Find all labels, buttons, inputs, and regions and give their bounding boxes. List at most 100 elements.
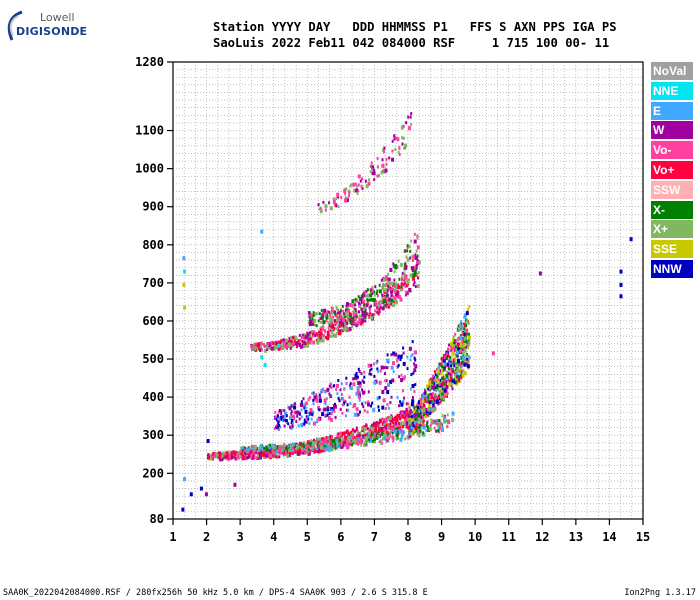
echo-point bbox=[436, 422, 440, 427]
echo-point bbox=[356, 323, 359, 327]
echo-point bbox=[285, 447, 287, 450]
echo-point bbox=[290, 341, 293, 345]
echo-point bbox=[256, 343, 260, 348]
echo-point bbox=[458, 370, 461, 374]
echo-point bbox=[383, 366, 386, 369]
x-tick-label: 3 bbox=[237, 530, 244, 544]
echo-point bbox=[312, 311, 315, 315]
echo-point bbox=[438, 389, 441, 393]
x-tick-label: 11 bbox=[501, 530, 515, 544]
echo-point bbox=[218, 452, 222, 457]
echo-point bbox=[324, 413, 327, 417]
x-tick-label: 15 bbox=[636, 530, 650, 544]
echo-point bbox=[349, 386, 352, 390]
echo-point bbox=[301, 333, 304, 337]
echo-point bbox=[308, 421, 311, 425]
echo-point bbox=[240, 449, 243, 453]
echo-point bbox=[425, 391, 428, 395]
echo-point bbox=[320, 445, 323, 450]
echo-point bbox=[373, 178, 376, 182]
echo-point bbox=[403, 249, 406, 253]
echo-point bbox=[292, 449, 295, 452]
echo-point bbox=[275, 445, 277, 448]
echo-point bbox=[362, 299, 366, 304]
echo-point bbox=[376, 396, 380, 401]
echo-point bbox=[321, 412, 325, 417]
echo-point bbox=[369, 288, 372, 292]
echo-point bbox=[376, 367, 379, 371]
echo-point bbox=[434, 421, 437, 425]
echo-point bbox=[385, 157, 388, 161]
echo-point bbox=[355, 426, 358, 430]
echo-point bbox=[413, 239, 417, 244]
echo-point bbox=[452, 361, 455, 365]
echo-point bbox=[390, 395, 393, 399]
echo-point bbox=[354, 297, 357, 301]
echo-point bbox=[302, 451, 305, 455]
echo-point bbox=[353, 188, 357, 193]
echo-point bbox=[264, 348, 268, 353]
echo-point bbox=[366, 304, 369, 308]
echo-point bbox=[343, 198, 347, 203]
echo-point bbox=[358, 396, 361, 400]
echo-point bbox=[434, 396, 437, 400]
legend-item-vo-: Vo- bbox=[651, 141, 693, 160]
echo-point bbox=[272, 342, 275, 345]
echo-point bbox=[346, 199, 349, 203]
echo-point bbox=[317, 203, 320, 207]
echo-point bbox=[422, 419, 425, 423]
grid bbox=[172, 61, 644, 520]
echo-point bbox=[465, 345, 468, 349]
echo-point bbox=[346, 302, 349, 307]
echo-point bbox=[328, 328, 331, 332]
echo-point bbox=[381, 429, 384, 433]
echo-point bbox=[331, 323, 334, 327]
echo-point bbox=[444, 379, 447, 383]
echo-point bbox=[334, 320, 338, 325]
echo-point bbox=[252, 451, 255, 454]
echo-point bbox=[310, 314, 314, 319]
echo-point bbox=[305, 448, 308, 452]
echo-point bbox=[330, 407, 334, 411]
echo-point bbox=[397, 294, 401, 299]
echo-point bbox=[374, 285, 377, 289]
echo-point bbox=[183, 477, 187, 482]
echo-point bbox=[445, 350, 448, 354]
echo-point bbox=[396, 295, 399, 299]
echo-point bbox=[356, 435, 360, 440]
header-line-2: SaoLuis 2022 Feb11 042 084000 RSF 1 715 … bbox=[213, 36, 610, 50]
echo-point bbox=[324, 330, 327, 333]
echo-point bbox=[299, 338, 302, 342]
echo-point bbox=[414, 416, 418, 421]
echo-point bbox=[439, 426, 441, 430]
echo-point bbox=[337, 379, 340, 382]
echo-point bbox=[303, 406, 306, 410]
echo-point bbox=[436, 397, 439, 401]
echo-point bbox=[411, 340, 414, 344]
echo-point bbox=[323, 333, 325, 337]
echo-point bbox=[357, 442, 360, 446]
echo-point bbox=[270, 341, 274, 346]
echo-point bbox=[231, 450, 234, 454]
echo-point bbox=[387, 423, 390, 427]
echo-point bbox=[393, 137, 396, 141]
echo-point bbox=[295, 420, 298, 424]
echo-point bbox=[328, 446, 332, 451]
echo-point bbox=[369, 170, 372, 174]
echo-point bbox=[321, 333, 325, 338]
echo-point bbox=[287, 422, 290, 426]
echo-point bbox=[369, 439, 372, 443]
echo-point bbox=[254, 347, 257, 351]
echo-point bbox=[363, 431, 366, 435]
echo-point bbox=[438, 378, 440, 382]
echo-point bbox=[329, 395, 332, 398]
echo-point bbox=[402, 425, 404, 429]
echo-point bbox=[444, 365, 447, 369]
echo-point bbox=[401, 414, 405, 419]
echo-point bbox=[460, 360, 464, 365]
echo-point bbox=[430, 410, 433, 414]
echo-point bbox=[393, 270, 396, 274]
echo-point bbox=[453, 364, 456, 368]
echo-point bbox=[387, 285, 390, 289]
echo-point bbox=[282, 419, 285, 422]
